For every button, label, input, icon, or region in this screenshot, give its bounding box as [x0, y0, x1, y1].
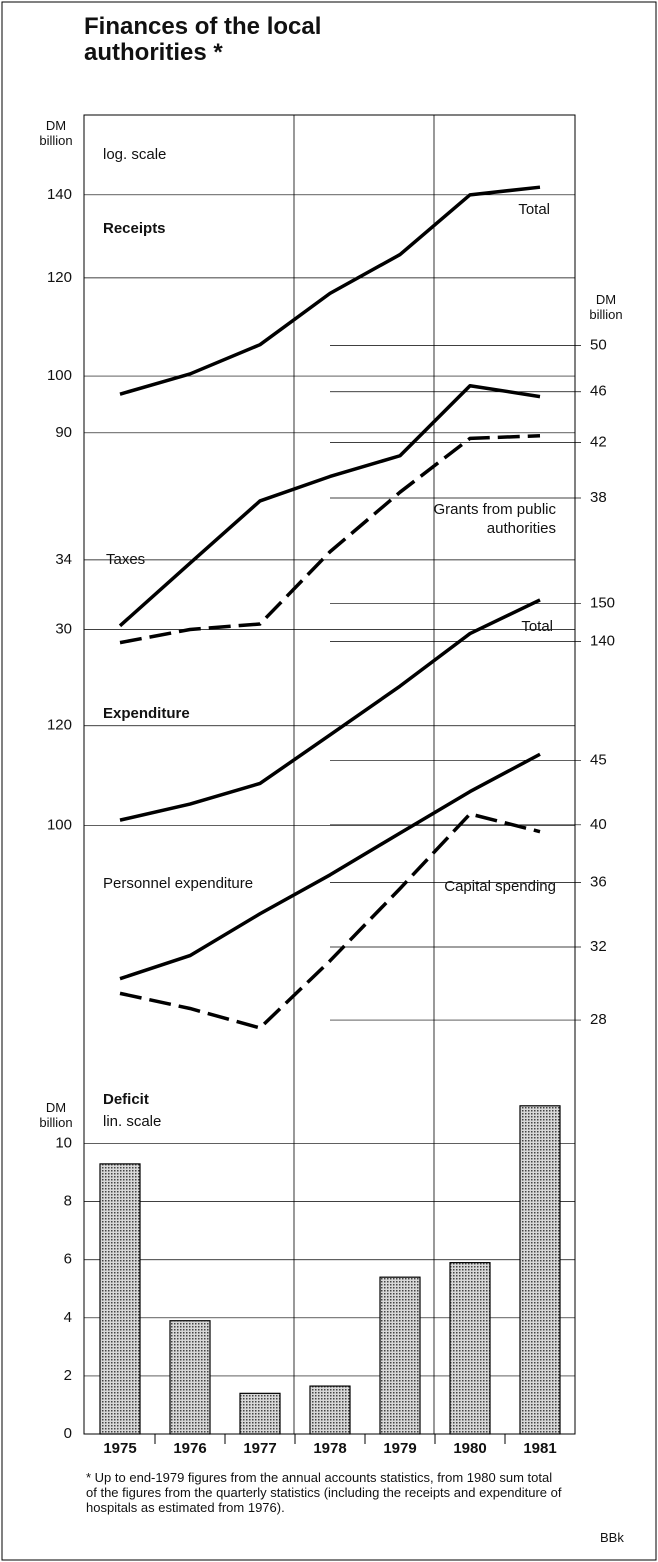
y2-tick-label: 28 [590, 1011, 607, 1028]
y-tick-label: 100 [47, 367, 72, 384]
y2-tick-label: 40 [590, 816, 607, 833]
bar [99, 1163, 141, 1435]
y-tick-label: 140 [47, 186, 72, 203]
x-tick-label: 1979 [383, 1440, 416, 1457]
y-tick-label: 2 [64, 1367, 72, 1384]
series-label: Capital spending [444, 878, 556, 895]
x-tick-label: 1980 [453, 1440, 486, 1457]
bar [169, 1320, 211, 1435]
y-unit: DM billion [39, 1100, 73, 1130]
title: Finances of the local authorities * [84, 13, 322, 66]
source: BBk [600, 1530, 624, 1545]
series-line [119, 752, 541, 981]
series-line [118, 383, 541, 628]
series-line [119, 598, 541, 822]
series-label: Grants from public authorities [433, 501, 556, 537]
y2-tick-label: 32 [590, 938, 607, 955]
series-label: Total [518, 201, 550, 218]
y-tick-label: 120 [47, 717, 72, 734]
x-tick-label: 1976 [173, 1440, 206, 1457]
y2-unit: DM billion [589, 292, 623, 322]
y-tick-label: 120 [47, 269, 72, 286]
y-tick-label: 90 [55, 424, 72, 441]
x-tick-label: 1981 [523, 1440, 556, 1457]
y-tick-label: 34 [55, 551, 72, 568]
series-label: Taxes [106, 551, 145, 568]
y-unit: DM billion [39, 118, 73, 148]
bar [239, 1392, 281, 1435]
y2-tick-label: 38 [590, 489, 607, 506]
bar [519, 1105, 561, 1435]
x-tick-label: 1975 [103, 1440, 136, 1457]
series-line [119, 434, 541, 645]
y-tick-label: 8 [64, 1193, 72, 1210]
y-tick-label: 30 [55, 620, 72, 637]
y2-tick-label: 150 [590, 595, 615, 612]
y2-tick-label: 140 [590, 632, 615, 649]
y-tick-label: 0 [64, 1425, 72, 1442]
y-tick-label: 100 [47, 817, 72, 834]
bar [379, 1276, 421, 1435]
panel-title: Expenditure [103, 705, 190, 722]
y2-tick-label: 42 [590, 433, 607, 450]
panel-title: Deficit [103, 1091, 149, 1108]
x-tick-label: 1978 [313, 1440, 346, 1457]
series-label: Total [521, 618, 553, 635]
y2-tick-label: 36 [590, 873, 607, 890]
footnote: * Up to end-1979 figures from the annual… [86, 1470, 562, 1515]
series-line [119, 185, 541, 396]
y-tick-label: 4 [64, 1309, 72, 1326]
y-tick-label: 6 [64, 1251, 72, 1268]
bar [449, 1262, 491, 1435]
y2-tick-label: 46 [590, 383, 607, 400]
scale-note: lin. scale [103, 1113, 161, 1130]
panel-title: Receipts [103, 220, 166, 237]
y2-tick-label: 45 [590, 751, 607, 768]
bar [309, 1385, 351, 1435]
y-tick-label: 10 [55, 1135, 72, 1152]
scale-note: log. scale [103, 146, 166, 163]
y2-tick-label: 50 [590, 336, 607, 353]
series-label: Personnel expenditure [103, 875, 253, 892]
series-line [119, 812, 541, 1030]
x-tick-label: 1977 [243, 1440, 276, 1457]
